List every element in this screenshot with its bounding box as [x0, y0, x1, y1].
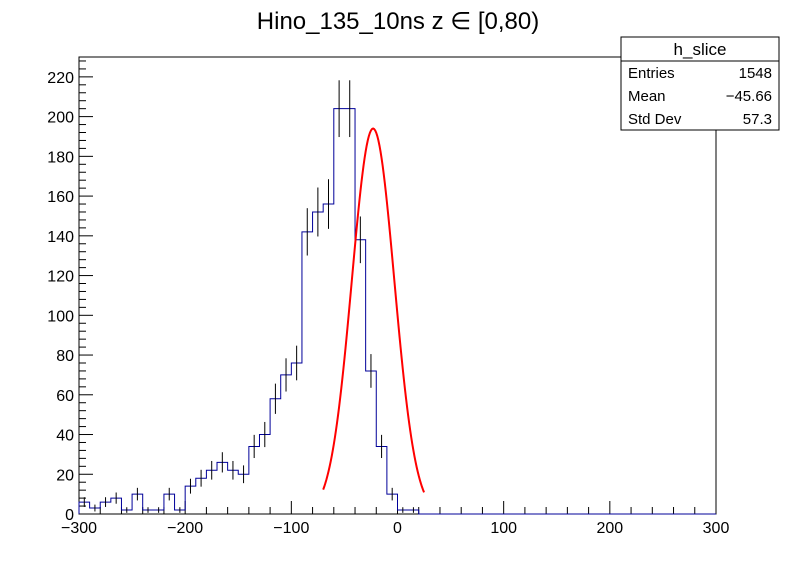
plot-area: −300 −200 −100 0 100 200 300 0 20 40 60 80 100 120 140…: [47, 56, 730, 537]
x-tick-label: 200: [596, 520, 623, 537]
chart-title: Hino_135_10ns z ∈ [0,80): [257, 8, 539, 35]
y-tick-label: 220: [47, 70, 74, 87]
stats-row-value: 57.3: [743, 111, 772, 128]
y-tick-label: 180: [47, 149, 74, 166]
y-tick-label: 40: [56, 428, 74, 445]
y-tick-label: 120: [47, 269, 74, 286]
histogram-outline: [78, 108, 716, 515]
y-tick-label: 20: [56, 467, 74, 484]
x-tick-label: 0: [393, 520, 402, 537]
stats-row-label: Std Dev: [628, 111, 682, 128]
stats-row-label: Entries: [628, 65, 675, 82]
stats-box-frame: [620, 36, 780, 131]
y-tick-label: 0: [65, 507, 74, 524]
x-tick-label: 100: [490, 520, 517, 537]
y-tick-label: 60: [56, 388, 74, 405]
stats-box-title: h_slice: [674, 40, 727, 59]
stats-box: h_slice Entries 1548 Mean −45.66 Std Dev 57.3: [620, 36, 780, 131]
gaussian-fit-curve: [322, 127, 425, 493]
x-tick-label: −100: [273, 520, 309, 537]
x-tick-label: −200: [167, 520, 203, 537]
y-tick-label: 80: [56, 348, 74, 365]
x-tick-label: −300: [61, 520, 97, 537]
stats-row-value: −45.66: [726, 88, 772, 105]
y-tick-label: 140: [47, 229, 74, 246]
y-tick-label: 200: [47, 110, 74, 127]
y-tick-label: 100: [47, 308, 74, 325]
x-tick-label: 300: [703, 520, 730, 537]
stats-row-label: Mean: [628, 88, 666, 105]
stats-row-value: 1548: [739, 65, 772, 82]
y-tick-label: 160: [47, 189, 74, 206]
